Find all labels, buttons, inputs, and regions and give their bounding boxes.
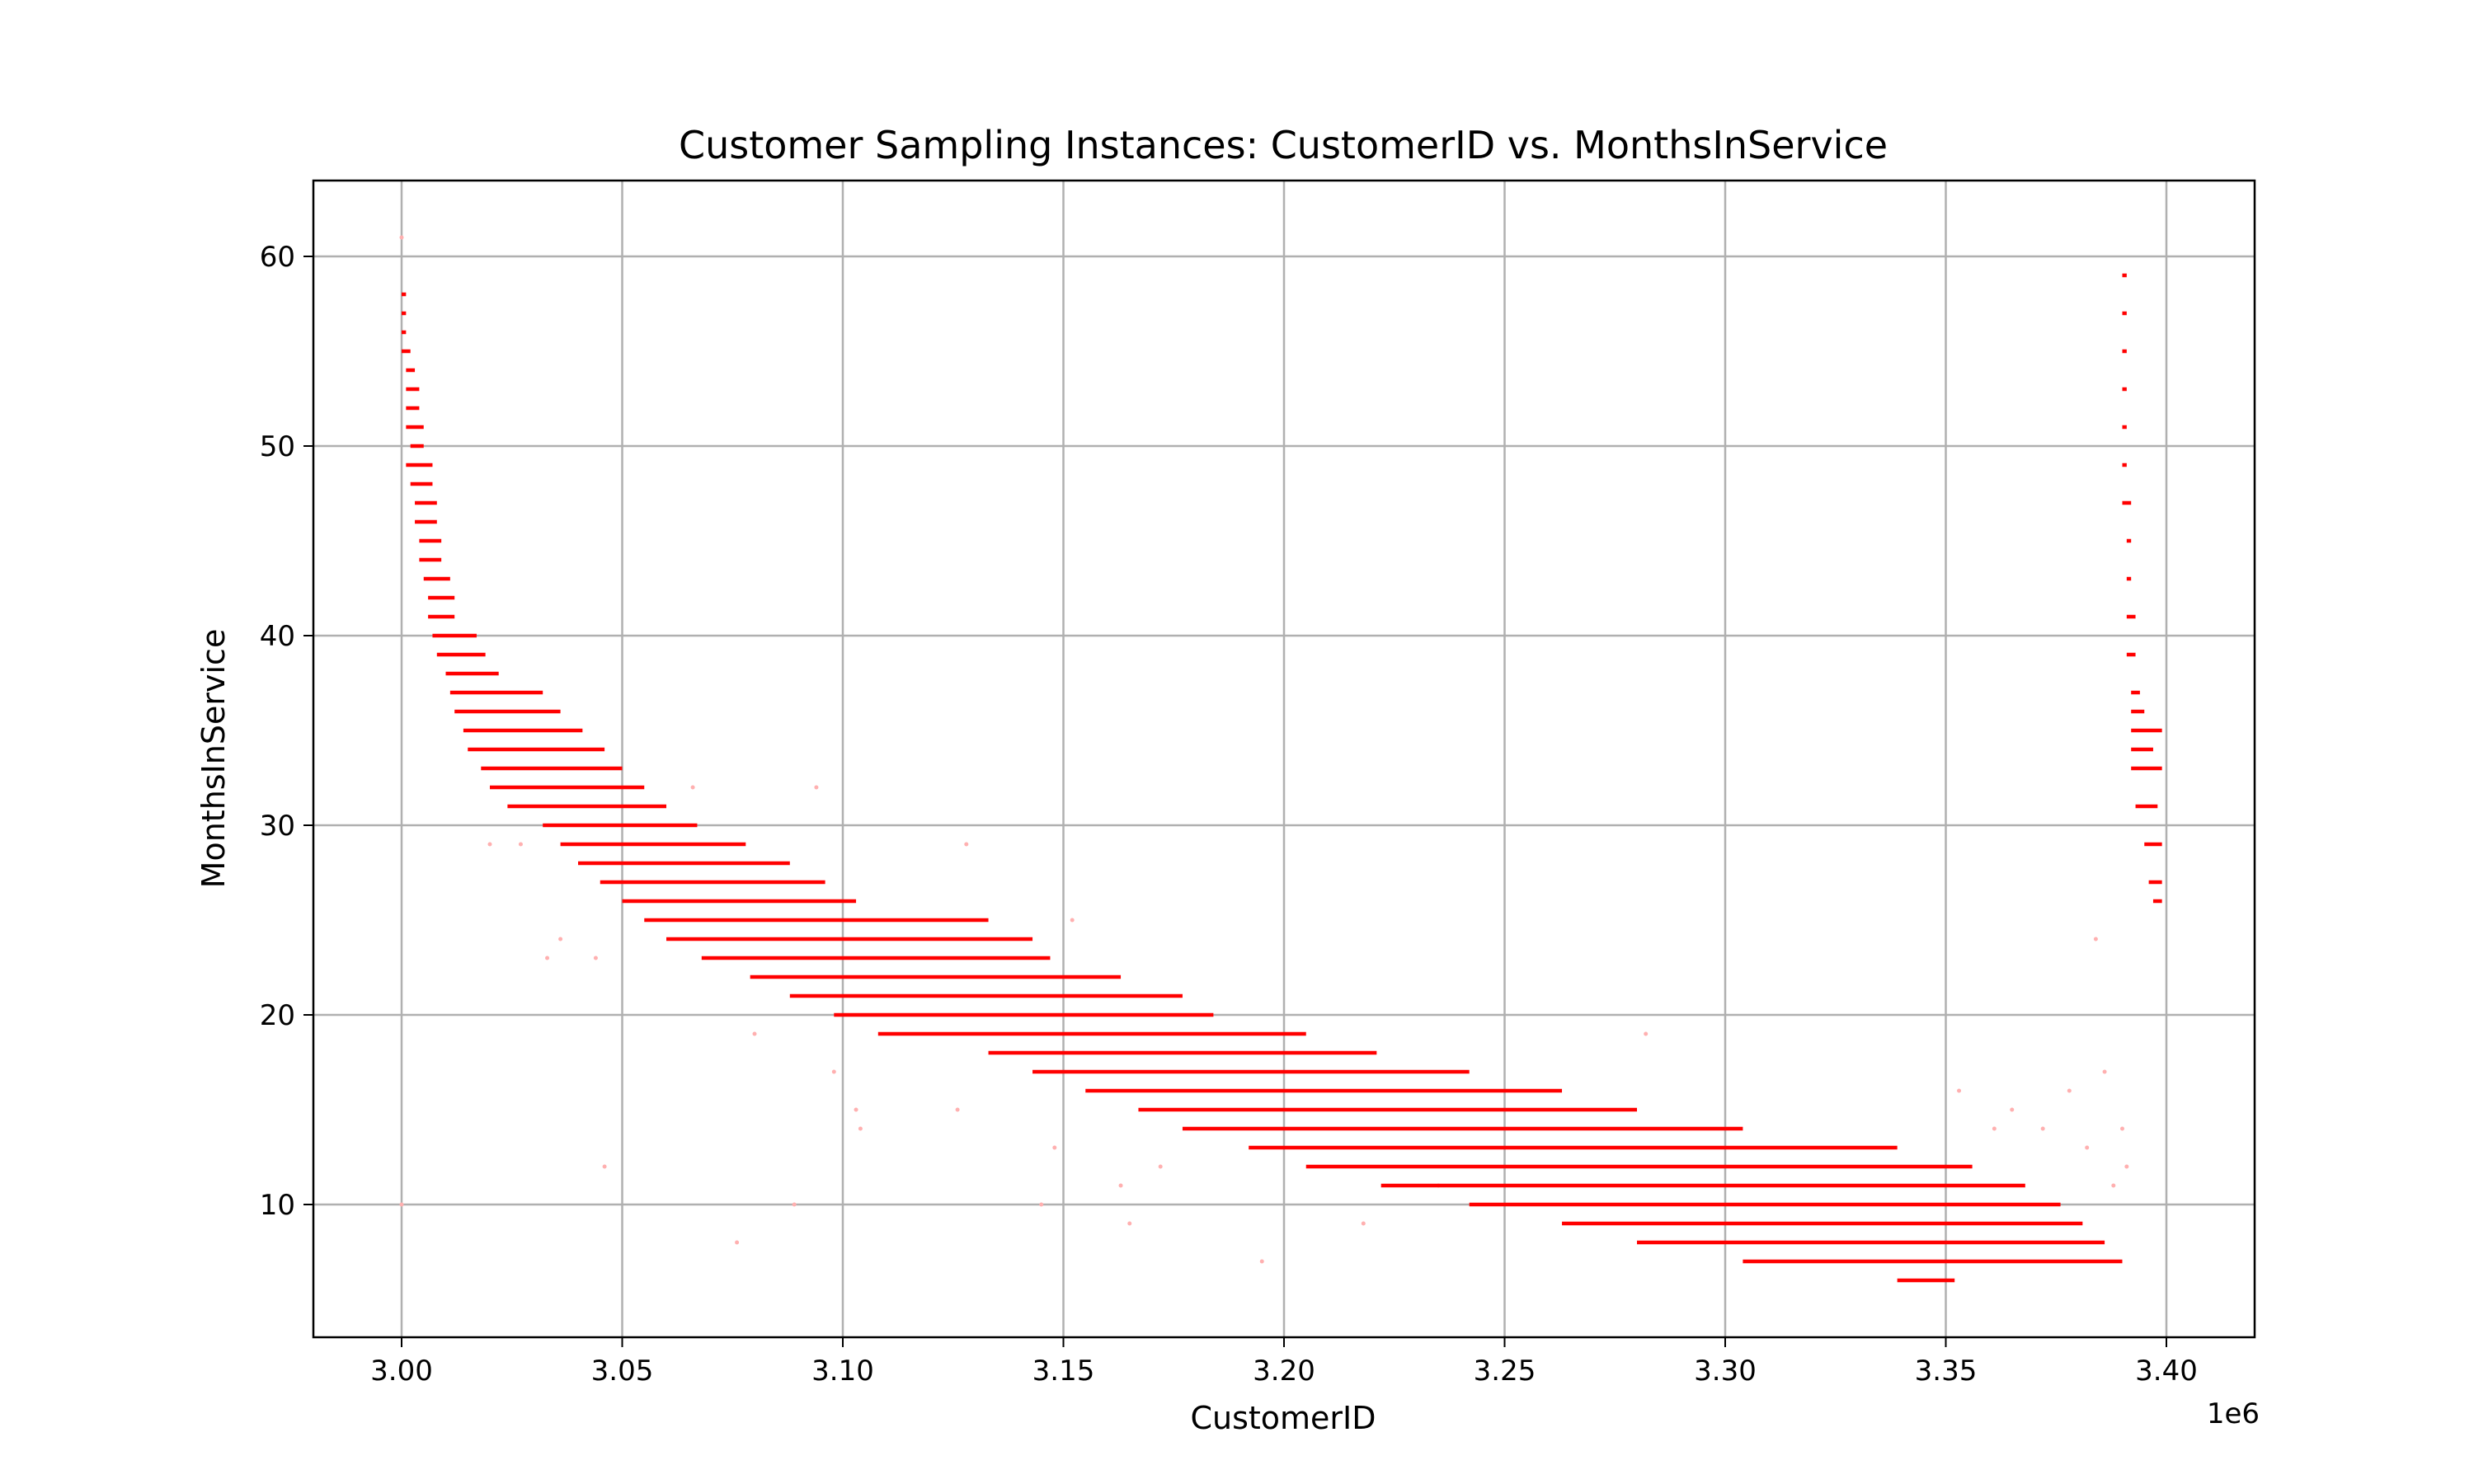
y-tick-label: 30 xyxy=(260,810,295,843)
faint-data-point xyxy=(1118,1183,1123,1188)
faint-data-point xyxy=(2010,1107,2015,1112)
faint-data-point xyxy=(964,842,969,847)
faint-data-point xyxy=(2067,1088,2072,1093)
faint-data-point xyxy=(593,956,598,960)
x-tick-label: 3.00 xyxy=(370,1355,433,1388)
faint-data-point xyxy=(1039,1202,1044,1207)
x-axis-ticks: 3.00 3.05 3.10 3.15 3.20 3.25 3.30 3.35 3.40 xyxy=(370,1337,2198,1388)
faint-data-point xyxy=(1158,1164,1163,1169)
faint-data-point xyxy=(831,1069,836,1074)
faint-data-point xyxy=(2124,1164,2129,1169)
faint-data-point xyxy=(854,1107,858,1112)
faint-data-point xyxy=(1070,918,1075,923)
y-tick-label: 40 xyxy=(260,620,295,653)
faint-data-point xyxy=(1259,1259,1264,1264)
faint-data-point xyxy=(2085,1145,2090,1150)
data-points xyxy=(399,235,2162,1283)
x-tick-label: 3.25 xyxy=(1474,1355,1536,1388)
faint-data-point xyxy=(814,785,819,790)
faint-data-point xyxy=(1992,1126,1997,1131)
x-axis-offset-label: 1e6 xyxy=(2207,1397,2260,1430)
y-tick-label: 20 xyxy=(260,999,295,1032)
faint-data-point xyxy=(1957,1088,1962,1093)
faint-data-point xyxy=(735,1240,740,1245)
x-tick-label: 3.20 xyxy=(1253,1355,1315,1388)
x-axis-label: CustomerID xyxy=(1190,1400,1376,1436)
chart-title: Customer Sampling Instances: CustomerID … xyxy=(679,123,1888,167)
faint-data-point xyxy=(955,1107,960,1112)
faint-data-point xyxy=(558,937,563,942)
x-tick-label: 3.15 xyxy=(1032,1355,1095,1388)
faint-data-point xyxy=(2102,1069,2107,1074)
faint-data-point xyxy=(858,1126,863,1131)
faint-data-point xyxy=(1052,1145,1057,1150)
faint-data-point xyxy=(2093,937,2098,942)
faint-data-point xyxy=(602,1164,607,1169)
x-tick-label: 3.10 xyxy=(811,1355,874,1388)
faint-data-point xyxy=(752,1031,757,1036)
faint-data-point xyxy=(1644,1031,1649,1036)
faint-data-point xyxy=(518,842,523,847)
y-axis-label: MonthsInService xyxy=(195,629,232,889)
faint-data-point xyxy=(1127,1221,1132,1226)
faint-data-point xyxy=(1361,1221,1366,1226)
y-tick-label: 60 xyxy=(260,241,295,274)
faint-data-point xyxy=(792,1202,797,1207)
faint-data-point xyxy=(2040,1126,2045,1131)
faint-data-point xyxy=(399,235,404,240)
faint-data-point xyxy=(487,842,492,847)
y-tick-label: 10 xyxy=(260,1189,295,1222)
faint-data-point xyxy=(545,956,550,960)
faint-data-point xyxy=(690,785,695,790)
x-tick-label: 3.35 xyxy=(1915,1355,1978,1388)
y-axis-ticks: 10 20 30 40 50 60 xyxy=(260,241,313,1222)
faint-data-point xyxy=(2111,1183,2116,1188)
x-tick-label: 3.05 xyxy=(591,1355,654,1388)
y-tick-label: 50 xyxy=(260,430,295,463)
x-tick-label: 3.30 xyxy=(1694,1355,1757,1388)
faint-data-point xyxy=(399,1202,404,1207)
faint-data-point xyxy=(2120,1126,2124,1131)
x-tick-label: 3.40 xyxy=(2135,1355,2198,1388)
